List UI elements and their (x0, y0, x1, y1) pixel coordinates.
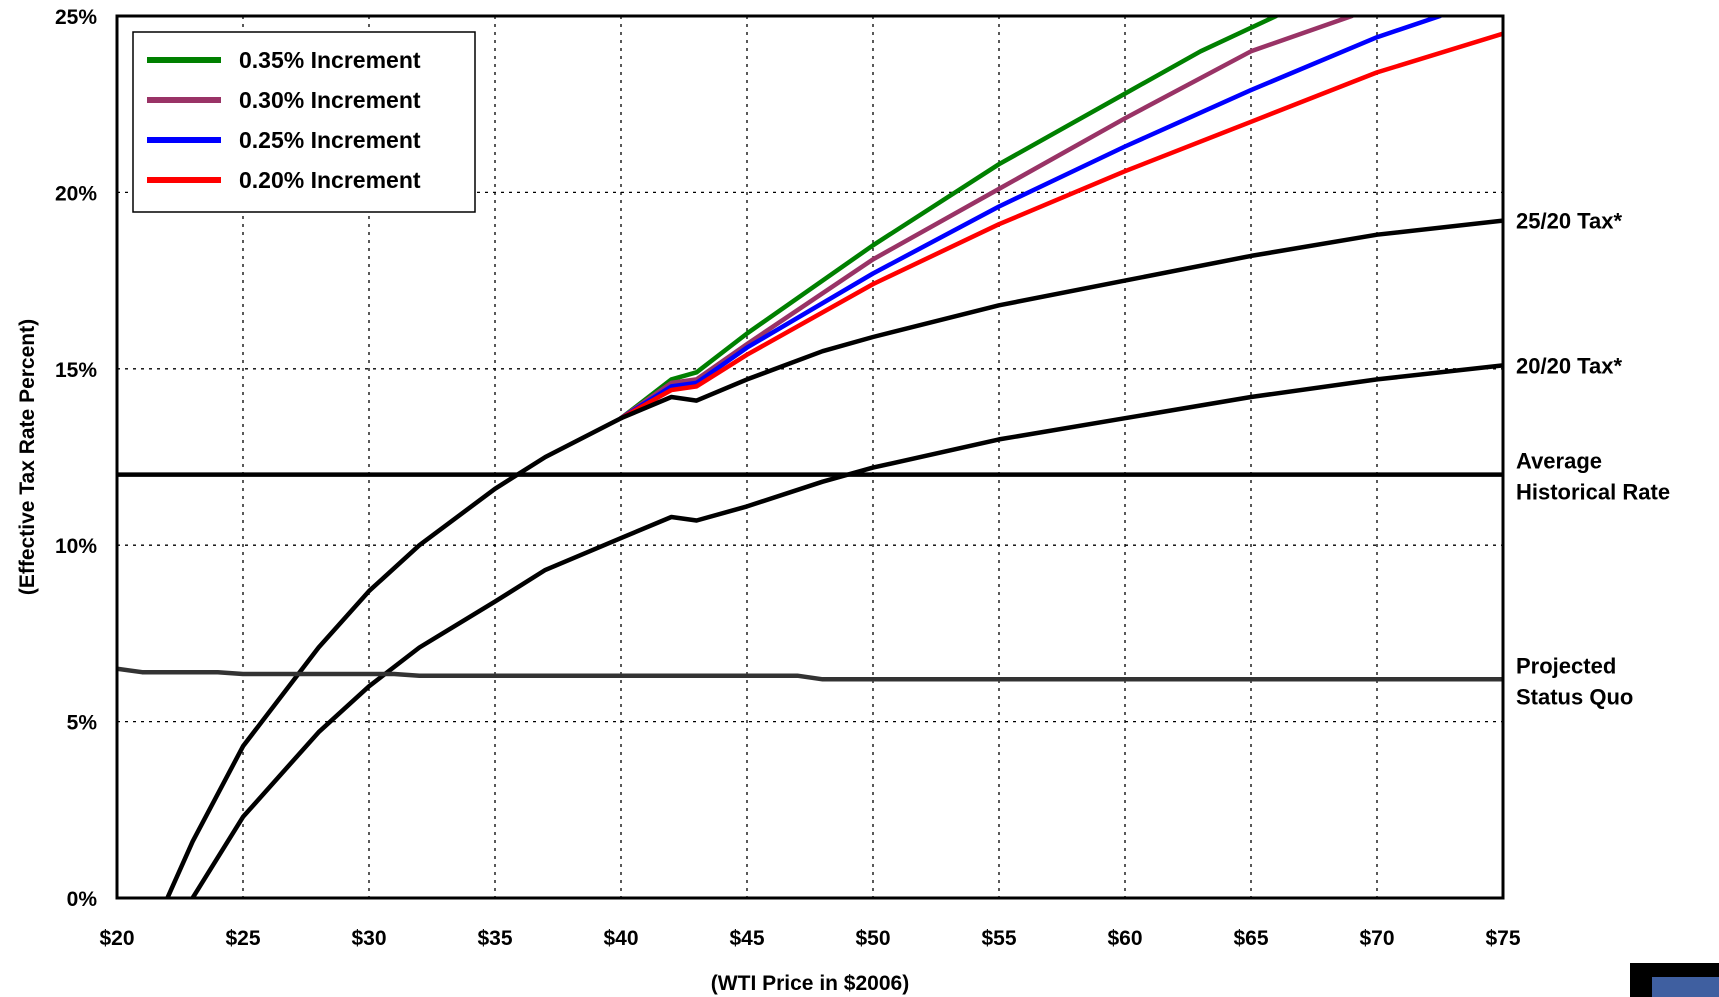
x-tick-label: $25 (225, 927, 260, 950)
x-tick-label: $20 (99, 927, 134, 950)
series-line-4 (165, 218, 1503, 898)
series-line-7 (117, 666, 1503, 682)
y-axis-ticks: 0% 5% 10% 15% 20% 25% (55, 6, 97, 911)
series-end-label: 20/20 Tax* (1516, 353, 1622, 378)
y-tick-label: 25% (55, 6, 97, 29)
x-axis-title: (WTI Price in $2006) (711, 972, 909, 995)
x-tick-label: $50 (855, 927, 890, 950)
x-tick-label: $30 (351, 927, 386, 950)
series-line-1 (618, 16, 1355, 421)
plot-frame (115, 14, 1505, 900)
x-tick-label: $45 (729, 927, 764, 950)
x-tick-label: $40 (603, 927, 638, 950)
x-tick-label: $60 (1107, 927, 1142, 950)
x-tick-label: $55 (981, 927, 1016, 950)
series-end-label: Projected Status Quo (1516, 653, 1633, 709)
x-axis-ticks: $20 $25 $30 $35 $40 $45 $50 $55 $60 $65 $70 $75 (99, 927, 1520, 950)
y-tick-label: 5% (67, 712, 98, 735)
legend-label: 0.30% Increment (239, 87, 421, 113)
x-tick-label: $35 (477, 927, 512, 950)
series-end-label: Average Historical Rate (1516, 449, 1670, 505)
x-tick-label: $75 (1485, 927, 1520, 950)
y-tick-label: 20% (55, 182, 97, 205)
series-line-0 (618, 16, 1279, 421)
series-end-labels: 25/20 Tax* 20/20 Tax* Average Historical Ra… (1516, 209, 1670, 710)
y-tick-label: 0% (67, 888, 98, 911)
x-tick-label: $65 (1233, 927, 1268, 950)
legend: 0.35% Increment 0.30% Increment 0.25% Incr… (132, 31, 476, 213)
series-end-label: 25/20 Tax* (1516, 209, 1622, 234)
grid (117, 16, 1503, 898)
y-tick-label: 10% (55, 535, 97, 558)
y-axis-title: (Effective Tax Rate Percent) (16, 319, 39, 595)
x-tick-label: $70 (1359, 927, 1394, 950)
legend-label: 0.20% Increment (239, 167, 421, 193)
y-tick-label: 15% (55, 359, 97, 382)
legend-label: 0.25% Increment (239, 127, 421, 153)
series-line-5 (190, 363, 1503, 898)
series-line-2 (618, 16, 1443, 421)
corner-button-face[interactable] (1652, 977, 1719, 997)
legend-label: 0.35% Increment (239, 47, 421, 73)
series-line-3 (618, 31, 1503, 421)
series-lines (117, 16, 1503, 898)
